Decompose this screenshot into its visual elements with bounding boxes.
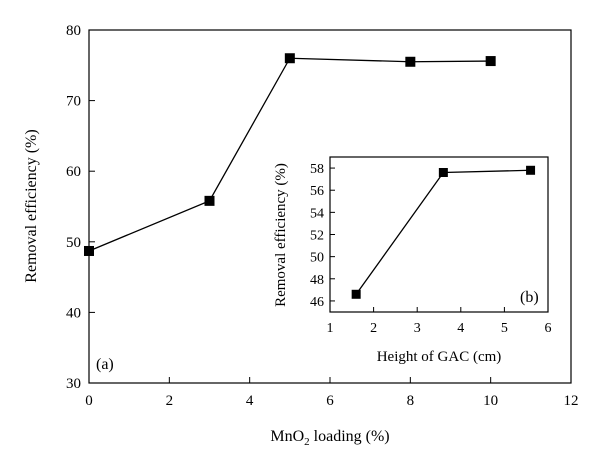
inset-y-tick-label: 46 [310,295,324,310]
inset-y-tick-label: 54 [310,206,324,221]
inset-plot-frame [329,156,549,313]
main-x-axis-title-subscript: 2 [304,436,310,448]
inset-series-line [355,169,531,295]
main-x-tick-label: 6 [326,393,334,409]
inset-x-tick-label: 2 [370,321,377,336]
main-data-point [84,245,94,256]
main-y-axis-title: Removal efficiency (%) [23,129,40,282]
main-y-tick-label: 50 [66,235,81,251]
inset-x-tick-label: 6 [545,321,552,336]
inset-y-tick-label: 48 [310,273,324,288]
inset-x-tick-label: 5 [501,321,508,336]
main-x-tick-label: 12 [564,393,579,409]
inset-data-point [526,165,536,175]
panel-label-a: (a) [96,356,114,373]
main-y-tick-label: 60 [66,164,81,180]
main-x-tick-label: 0 [85,393,93,409]
main-x-axis-title-suffix: loading (%) [310,428,390,445]
inset-x-tick-label: 1 [327,321,334,336]
main-x-tick-label: 8 [407,393,415,409]
main-data-point [284,53,295,64]
main-y-tick-label: 40 [66,305,81,321]
inset-y-tick-label: 52 [310,229,324,244]
inset-y-tick-label: 56 [310,184,324,199]
inset-y-axis-title: Removal efficiency (%) [273,163,289,307]
main-data-point [485,56,496,67]
inset-series [351,165,536,299]
main-series [84,53,496,256]
inset-data-point [438,168,448,177]
inset-y-tick-label: 50 [310,251,324,266]
main-data-point [204,195,215,206]
panel-label-b: (b) [520,289,539,306]
inset-y-tick-label: 58 [310,162,324,177]
main-series-line [88,57,491,252]
inset-x-tick-label: 3 [414,321,421,336]
main-y-tick-label: 80 [66,23,81,39]
main-y-tick-label: 30 [66,376,81,392]
main-data-point [405,56,416,67]
main-x-axis-title: MnO2 loading (%) [270,428,389,448]
main-x-tick-label: 10 [483,393,498,409]
inset-data-point [351,289,361,299]
inset-x-axis-title: Height of GAC (cm) [377,349,502,365]
main-x-tick-label: 4 [246,393,254,409]
main-x-tick-label: 2 [166,393,174,409]
inset-x-tick-label: 4 [457,321,464,336]
main-y-tick-label: 70 [66,94,81,110]
